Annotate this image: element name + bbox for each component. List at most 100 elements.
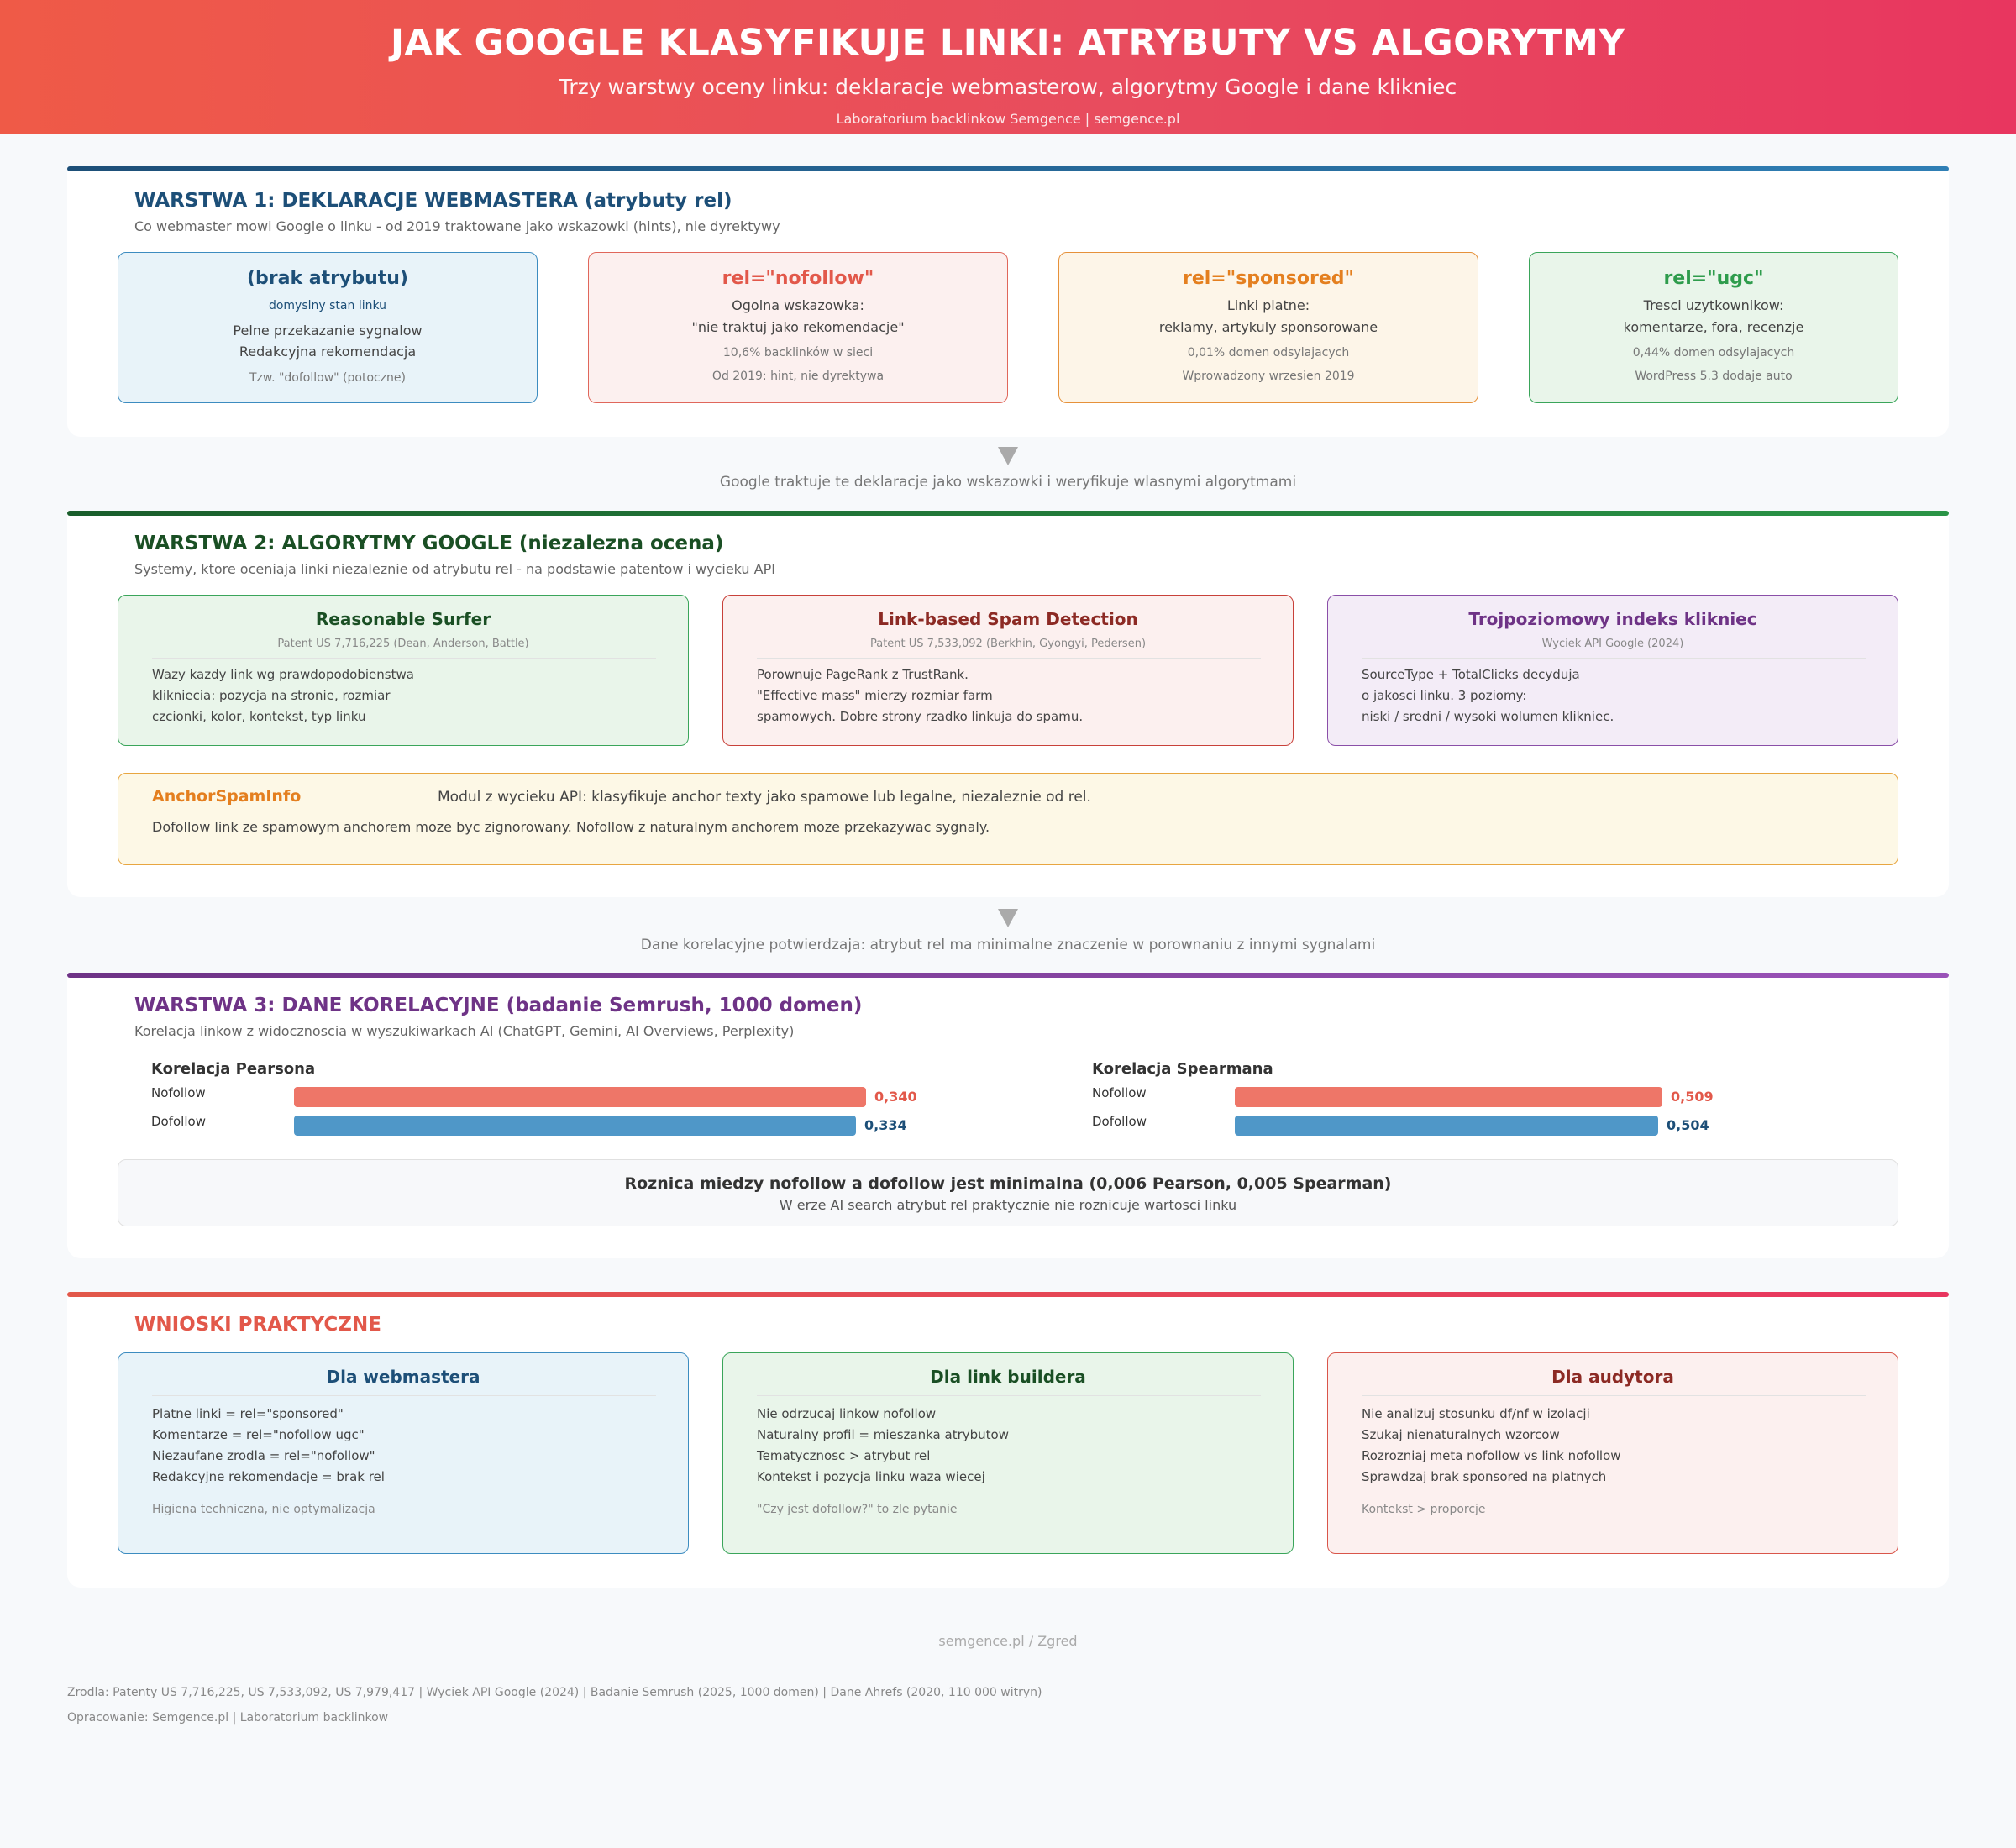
card-no-attribute: (brak atrybutu) domyslny stan linku Peln… (118, 252, 538, 403)
bar-dofollow (294, 1116, 856, 1136)
transition-text-2: Dane korelacyjne potwierdzaja: atrybut r… (640, 937, 1376, 953)
card-line: Kontekst i pozycja linku waza wiecej (757, 1469, 985, 1484)
anchor-spam-title: AnchorSpamInfo (152, 787, 302, 806)
bar-value-label: 0,504 (1667, 1117, 1709, 1133)
card-line: Sprawdzaj brak sponsored na platnych (1362, 1469, 1607, 1484)
card-reasonable-surfer: Reasonable Surfer Patent US 7,716,225 (D… (118, 595, 689, 746)
footer-brand: semgence.pl / Zgred (938, 1633, 1078, 1649)
card-nofollow-note1: 10,6% backlinków w sieci (722, 346, 874, 360)
card-no-attribute-subtitle: domyslny stan linku (268, 299, 387, 312)
card-ugc-title: rel="ugc" (1663, 268, 1764, 289)
page-title: JAK GOOGLE KLASYFIKUJE LINKI: ATRYBUTY V… (391, 22, 1625, 64)
bar-value-label: 0,334 (864, 1117, 907, 1133)
card-line: spamowych. Dobre strony rzadko linkuja d… (757, 709, 1084, 724)
card-line: Porownuje PageRank z TrustRank. (757, 667, 969, 682)
summary-title: Roznica miedzy nofollow a dofollow jest … (624, 1174, 1392, 1193)
summary-desc: W erze AI search atrybut rel praktycznie… (779, 1197, 1237, 1213)
bar-label: Nofollow (1092, 1085, 1147, 1100)
footer-sources: Zrodla: Patenty US 7,716,225, US 7,533,0… (67, 1686, 1042, 1699)
down-arrow-icon (998, 909, 1018, 927)
layer1-desc: Co webmaster mowi Google o linku - od 20… (134, 218, 780, 234)
card-sponsored-note1: 0,01% domen odsylajacych (1187, 346, 1350, 360)
card-sponsored-note2: Wprowadzony wrzesien 2019 (1182, 370, 1355, 383)
bar-label: Nofollow (151, 1085, 206, 1100)
layer2-title: WARSTWA 2: ALGORYTMY GOOGLE (niezalezna … (134, 533, 724, 554)
layer3-topbar (67, 973, 1949, 978)
card-line: klikniecia: pozycja na stronie, rozmiar (152, 688, 391, 703)
card-line: Platne linki = rel="sponsored" (152, 1406, 344, 1421)
bar-dofollow (1235, 1116, 1658, 1136)
conclusions-topbar (67, 1292, 1949, 1297)
card-no-attribute-line2: Redakcyjna rekomendacja (239, 344, 417, 360)
card-sponsored-line2: reklamy, artykuly sponsorowane (1158, 319, 1378, 335)
card-webmaster: Dla webmastera Platne linki = rel="spons… (118, 1352, 689, 1554)
card-line: Wazy kazdy link wg prawdopodobienstwa (152, 667, 414, 682)
card-line: Naturalny profil = mieszanka atrybutow (757, 1427, 1009, 1442)
correlation-charts: Korelacja Pearsona Nofollow 0,340 Dofollow 0… (67, 973, 1949, 1158)
card-ugc-line1: Tresci uzytkownikow: (1643, 297, 1784, 313)
card-line: SourceType + TotalClicks decyduja (1362, 667, 1580, 682)
layer3-section: WARSTWA 3: DANE KORELACYJNE (badanie Sem… (67, 973, 1949, 1258)
divider (757, 658, 1261, 659)
card-sponsored-line1: Linki platne: (1226, 297, 1310, 313)
layer2-section: WARSTWA 2: ALGORYTMY GOOGLE (niezalezna … (67, 511, 1949, 897)
card-line: Redakcyjne rekomendacje = brak rel (152, 1469, 385, 1484)
card-nofollow-note2: Od 2019: hint, nie dyrektywa (711, 370, 885, 383)
chart-title: Korelacja Spearmana (1092, 1060, 1273, 1078)
card-reasonable-surfer-title: Reasonable Surfer (315, 609, 491, 629)
layer1-section: WARSTWA 1: DEKLARACJE WEBMASTERA (atrybu… (67, 166, 1949, 437)
card-line: Nie analizuj stosunku df/nf w izolacji (1362, 1406, 1590, 1421)
card-no-attribute-title: (brak atrybutu) (247, 268, 408, 289)
bar-label: Dofollow (151, 1114, 206, 1129)
card-nofollow-line1: Ogolna wskazowka: (732, 297, 864, 313)
bar-label: Dofollow (1092, 1114, 1147, 1129)
card-line: Niezaufane zrodla = rel="nofollow" (152, 1448, 375, 1463)
card-ugc-line2: komentarze, fora, recenzje (1623, 319, 1804, 335)
card-line: Komentarze = rel="nofollow ugc" (152, 1427, 365, 1442)
layer2-topbar (67, 511, 1949, 516)
card-spam-detection: Link-based Spam Detection Patent US 7,53… (722, 595, 1294, 746)
anchor-spam-desc: Modul z wycieku API: klasyfikuje anchor … (438, 789, 1091, 806)
header-banner: JAK GOOGLE KLASYFIKUJE LINKI: ATRYBUTY V… (0, 0, 2016, 134)
card-auditor-title: Dla audytora (1551, 1367, 1674, 1387)
conclusions-section: WNIOSKI PRAKTYCZNE Dla webmastera Platne… (67, 1292, 1949, 1588)
card-nofollow: rel="nofollow" Ogolna wskazowka: "nie tr… (588, 252, 1008, 403)
card-click-index: Trojpoziomowy indeks klikniec Wyciek API… (1327, 595, 1898, 746)
divider (152, 1395, 656, 1396)
footer-credit: Opracowanie: Semgence.pl | Laboratorium … (67, 1711, 389, 1725)
card-line: Nie odrzucaj linkow nofollow (757, 1406, 937, 1421)
card-link-builder: Dla link buildera Nie odrzucaj linkow no… (722, 1352, 1294, 1554)
down-arrow-icon (998, 447, 1018, 465)
card-sponsored: rel="sponsored" Linki platne: reklamy, a… (1058, 252, 1478, 403)
card-auditor-note: Kontekst > proporcje (1362, 1503, 1486, 1516)
layer3-desc: Korelacja linkow z widocznoscia w wyszuk… (134, 1023, 795, 1039)
card-auditor: Dla audytora Nie analizuj stosunku df/nf… (1327, 1352, 1898, 1554)
page-subtitle: Trzy warstwy oceny linku: deklaracje web… (559, 75, 1457, 99)
layer3-title: WARSTWA 3: DANE KORELACYJNE (badanie Sem… (134, 995, 863, 1016)
card-nofollow-line2: "nie traktuj jako rekomendacje" (691, 319, 905, 335)
chart-title: Korelacja Pearsona (151, 1060, 316, 1078)
bar-value-label: 0,340 (874, 1089, 917, 1105)
divider (1362, 658, 1866, 659)
card-anchor-spam-info: AnchorSpamInfo Modul z wycieku API: klas… (118, 773, 1898, 865)
card-spam-detection-title: Link-based Spam Detection (878, 609, 1138, 629)
bar-nofollow (1235, 1087, 1662, 1107)
card-ugc: rel="ugc" Tresci uzytkownikow: komentarz… (1529, 252, 1898, 403)
card-no-attribute-line1: Pelne przekazanie sygnalow (233, 323, 423, 339)
conclusions-title: WNIOSKI PRAKTYCZNE (134, 1314, 381, 1336)
transition-text-1: Google traktuje te deklaracje jako wskaz… (719, 474, 1297, 491)
card-reasonable-surfer-source: Patent US 7,716,225 (Dean, Anderson, Bat… (277, 638, 529, 650)
card-ugc-note2: WordPress 5.3 dodaje auto (1635, 370, 1793, 383)
card-line: Rozrozniaj meta nofollow vs link nofollo… (1362, 1448, 1621, 1463)
bar-value-label: 0,509 (1671, 1089, 1714, 1105)
card-line: "Effective mass" mierzy rozmiar farm (757, 688, 993, 703)
divider (757, 1395, 1261, 1396)
summary-box: Roznica miedzy nofollow a dofollow jest … (118, 1159, 1898, 1226)
card-link-builder-title: Dla link buildera (930, 1367, 1086, 1387)
card-no-attribute-note: Tzw. "dofollow" (potoczne) (249, 371, 406, 385)
card-spam-detection-source: Patent US 7,533,092 (Berkhin, Gyongyi, P… (869, 638, 1147, 650)
card-sponsored-title: rel="sponsored" (1182, 268, 1354, 289)
card-line: o jakosci linku. 3 poziomy: (1362, 688, 1527, 703)
anchor-spam-note: Dofollow link ze spamowym anchorem moze … (152, 819, 990, 835)
header-lab-credit: Laboratorium backlinkow Semgence | semge… (836, 111, 1180, 127)
